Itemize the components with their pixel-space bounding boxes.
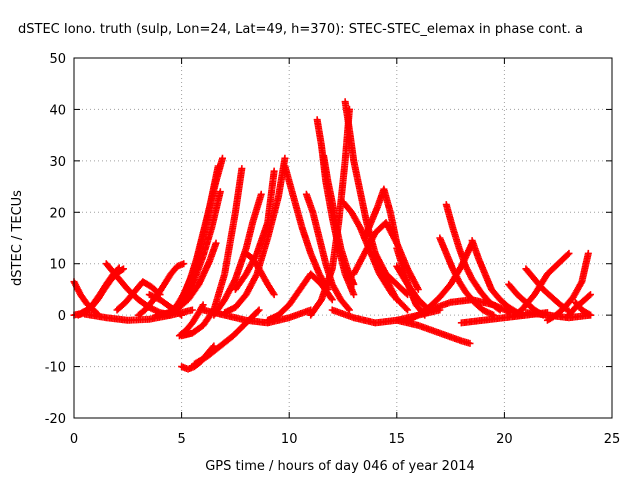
data-point [565, 249, 573, 257]
data-point [176, 310, 184, 318]
data-point [255, 306, 263, 314]
data-point [238, 165, 246, 173]
data-point [402, 305, 410, 313]
x-axis-label: GPS time / hours of day 046 of year 2014 [205, 459, 475, 474]
data-point [586, 311, 594, 319]
data-point [466, 339, 474, 347]
data-point [180, 260, 188, 268]
x-tick-label: 5 [177, 432, 185, 447]
x-tick-label: 20 [496, 432, 513, 447]
data-point [214, 162, 222, 170]
y-axis-label: dSTEC / TECUs [10, 190, 25, 286]
data-point [270, 291, 278, 299]
data-point [281, 154, 289, 162]
data-point [490, 311, 498, 319]
x-tick-label: 0 [70, 432, 78, 447]
x-tick-label: 15 [389, 432, 406, 447]
y-tick-label: -10 [45, 361, 66, 376]
plot-frame [73, 57, 613, 419]
data-point [269, 289, 277, 297]
y-tick-label: 20 [49, 206, 66, 221]
data-point [118, 266, 126, 274]
data-points [70, 98, 594, 373]
tick-labels: 0 5 10 15 20 25 -20 -10 0 10 20 30 40 50 [45, 52, 621, 447]
data-point [564, 251, 572, 259]
data-point [327, 294, 335, 302]
y-tick-label: -20 [45, 412, 66, 427]
chart-title: dSTEC Iono. truth (sulp, Lon=24, Lat=49,… [18, 22, 583, 37]
x-tick-label: 25 [604, 432, 621, 447]
data-point [254, 307, 262, 315]
data-point [119, 265, 127, 273]
y-tick-label: 10 [49, 258, 66, 273]
data-point [188, 306, 196, 314]
data-point [404, 306, 412, 314]
data-point [218, 154, 226, 162]
data-point [178, 311, 186, 319]
data-point [257, 190, 265, 198]
data-point [584, 249, 592, 257]
data-point [350, 280, 358, 288]
data-point [414, 285, 422, 293]
data-point [350, 291, 358, 299]
data-point [345, 105, 353, 113]
x-tick-label: 10 [281, 432, 298, 447]
data-point [270, 167, 278, 175]
data-point [585, 292, 593, 300]
data-point [344, 305, 352, 313]
y-tick-label: 50 [49, 52, 66, 67]
data-point [212, 239, 220, 247]
data-point [328, 296, 336, 304]
data-point [216, 188, 224, 196]
data-point [586, 291, 594, 299]
data-point [345, 306, 353, 314]
y-tick-label: 30 [49, 155, 66, 170]
y-tick-label: 0 [58, 309, 66, 324]
y-tick-label: 40 [49, 103, 66, 118]
